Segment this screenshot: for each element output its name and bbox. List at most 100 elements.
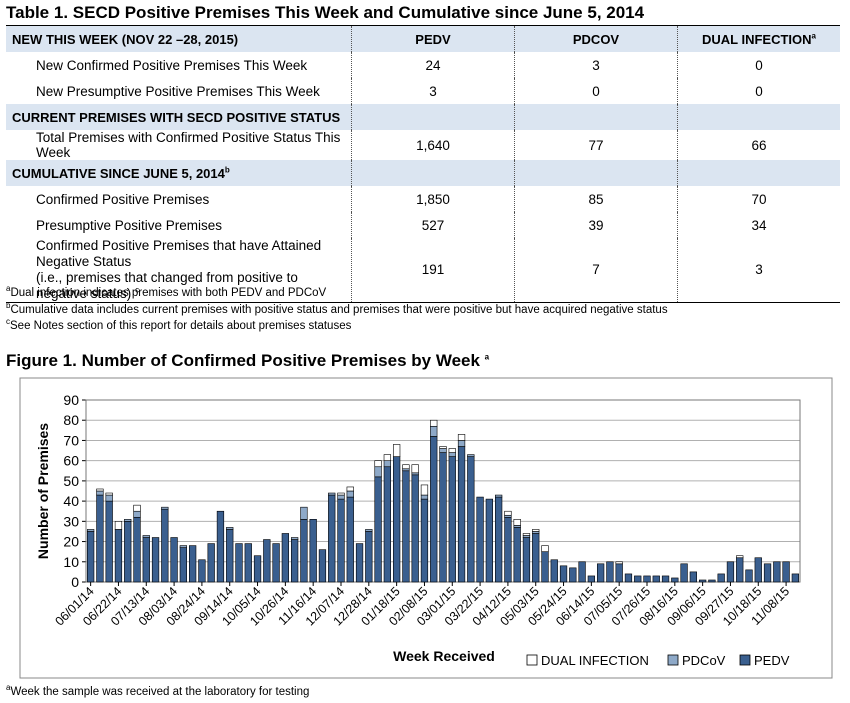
- cell-pdcov: 39: [514, 212, 678, 238]
- bar-pedv: [791, 573, 800, 583]
- y-axis-title: Number of Premises: [35, 423, 51, 559]
- bar-pdcov: [420, 494, 429, 500]
- bar-pedv: [346, 496, 354, 583]
- cell-pdcov: 7: [514, 238, 678, 303]
- cell-dual: 0: [677, 52, 840, 78]
- bar-pedv: [207, 543, 215, 583]
- bar-pedv: [689, 571, 698, 583]
- bar-dual-infection: [532, 529, 540, 532]
- bar-pedv: [114, 529, 123, 583]
- bar-pedv: [532, 533, 540, 583]
- cell-pedv: 191: [351, 238, 515, 303]
- bar-pedv: [726, 561, 735, 583]
- bar-pedv: [235, 543, 243, 583]
- row-label: New Presumptive Positive Premises This W…: [36, 83, 320, 99]
- bar-dual-infection: [541, 545, 549, 552]
- bar-dual-infection: [114, 521, 123, 530]
- y-tick-label: 40: [63, 493, 79, 509]
- cell-dual: 66: [677, 130, 840, 160]
- cell-dual: 70: [677, 186, 840, 212]
- bar-pedv: [736, 557, 744, 583]
- bar-pdcov: [161, 506, 169, 510]
- bar-dual-infection: [346, 486, 354, 492]
- bar-pdcov: [226, 527, 234, 530]
- bar-pedv: [105, 500, 113, 583]
- y-tick-label: 0: [71, 574, 79, 590]
- bar-pedv: [402, 470, 410, 583]
- bar-pdcov: [328, 492, 336, 496]
- bar-pedv: [624, 573, 633, 583]
- bar-pedv: [717, 573, 725, 583]
- bar-dual-infection: [439, 446, 447, 449]
- bar-dual-infection: [430, 419, 438, 427]
- bar-pedv: [151, 537, 160, 583]
- y-tick-label: 30: [63, 513, 79, 529]
- cell-pdcov: 77: [514, 130, 678, 160]
- row-label: New Confirmed Positive Premises This Wee…: [36, 57, 308, 73]
- bar-pdcov: [179, 545, 188, 548]
- section-cumulative: CUMULATIVE SINCE JUNE 5, 2014b: [6, 160, 352, 186]
- bar-pedv: [763, 563, 772, 583]
- row-label: Total Premises with Confirmed Positive S…: [36, 130, 341, 160]
- section-current-premises: CURRENT PREMISES WITH SECD POSITIVE STAT…: [6, 104, 352, 130]
- bar-pedv: [671, 577, 679, 583]
- bar-pedv: [439, 452, 447, 583]
- bar-pdcov: [346, 490, 354, 498]
- bar-pedv: [680, 563, 688, 583]
- bar-pedv: [698, 579, 707, 583]
- legend-label: PEDV: [754, 653, 790, 668]
- bar-pedv: [559, 565, 568, 583]
- bar-pedv: [596, 563, 605, 583]
- bar-dual-infection: [513, 519, 521, 526]
- bar-pedv: [513, 527, 521, 583]
- bar-pedv: [374, 476, 382, 583]
- bar-pedv: [216, 510, 225, 583]
- footnote-b: bCumulative data includes current premis…: [6, 301, 668, 316]
- bar-pdcov: [337, 494, 345, 500]
- cell-pedv: 1,850: [351, 186, 515, 212]
- bar-pedv: [272, 543, 280, 583]
- bar-pdcov: [402, 468, 410, 472]
- bar-pedv: [300, 519, 308, 583]
- bar-pedv: [504, 516, 512, 583]
- y-tick-label: 60: [63, 453, 79, 469]
- bar-pedv: [170, 537, 178, 583]
- bar-pedv: [142, 537, 150, 583]
- bar-pedv: [226, 529, 234, 583]
- bar-pdcov: [522, 535, 531, 538]
- table-row: Presumptive Positive Premises 527 39 34: [6, 212, 840, 238]
- bar-pedv: [550, 559, 558, 583]
- footnote-a: aDual infection indicates premises with …: [6, 284, 327, 299]
- bar-pdcov: [142, 535, 150, 538]
- bar-pedv: [96, 494, 104, 583]
- bar-pedv: [522, 537, 531, 583]
- bar-pedv: [430, 436, 438, 583]
- table-section-header: CUMULATIVE SINCE JUNE 5, 2014b: [6, 160, 840, 186]
- table-row: New Confirmed Positive Premises This Wee…: [6, 52, 840, 78]
- bar-pdcov: [383, 460, 392, 468]
- bar-pedv: [328, 494, 336, 583]
- table-row: Confirmed Positive Premises 1,850 85 70: [6, 186, 840, 212]
- bar-pedv: [569, 567, 577, 583]
- bar-dual-infection: [96, 488, 104, 492]
- bar-pdcov: [494, 494, 503, 498]
- bar-pedv: [661, 575, 670, 583]
- bar-pdcov: [467, 454, 475, 457]
- bar-pdcov: [430, 425, 438, 437]
- x-axis-title: Week Received: [393, 648, 495, 664]
- bar-pdcov: [124, 519, 132, 522]
- cell-pdcov: 85: [514, 186, 678, 212]
- bar-pedv: [773, 561, 781, 583]
- chart-frame: [19, 377, 833, 679]
- bar-pedv: [708, 579, 716, 583]
- bar-dual-infection: [420, 484, 429, 496]
- bar-dual-infection: [374, 460, 382, 468]
- bar-pedv: [448, 456, 456, 583]
- bar-pedv: [383, 466, 392, 583]
- bar-pedv: [634, 575, 642, 583]
- y-tick-label: 50: [63, 473, 79, 489]
- bar-pedv: [476, 496, 484, 583]
- figure-title: Figure 1. Number of Confirmed Positive P…: [6, 351, 490, 370]
- y-tick-label: 10: [63, 554, 79, 570]
